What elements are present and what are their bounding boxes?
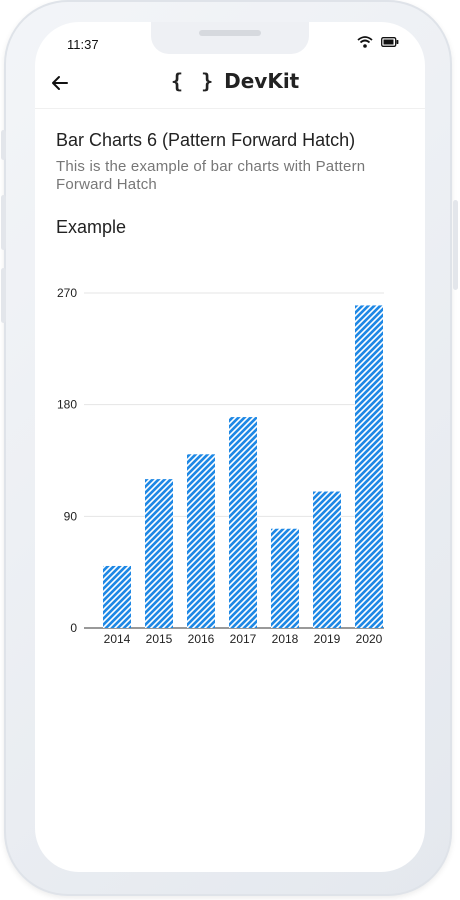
bar-2016 — [187, 454, 215, 628]
notch — [151, 22, 309, 54]
y-tick-label: 270 — [57, 286, 77, 300]
y-tick-label: 90 — [64, 509, 78, 523]
bar-2019 — [313, 491, 341, 628]
x-tick-label: 2019 — [314, 632, 341, 646]
x-tick-label: 2020 — [356, 632, 383, 646]
page-title: Bar Charts 6 (Pattern Forward Hatch) — [56, 130, 356, 150]
arrow-left-icon[interactable] — [49, 72, 71, 94]
side-button — [1, 268, 6, 323]
section-heading: Example — [56, 217, 127, 237]
status-time: 11:37 — [67, 37, 99, 52]
bar-2014 — [103, 565, 131, 628]
bar-2018 — [271, 528, 299, 628]
y-tick-label: 0 — [70, 621, 77, 635]
side-button — [453, 200, 458, 290]
screen: 11:37 { } DevKit Bar Charts 6 (Pattern F… — [35, 22, 425, 872]
y-tick-label: 180 — [57, 398, 77, 412]
side-button — [1, 195, 6, 250]
brand-braces: { } — [171, 69, 217, 93]
bar-chart: 0 90 180 270 2014 2015 2016 2017 2018 2019 2020 — [57, 286, 384, 646]
x-tick-label: 2018 — [272, 632, 299, 646]
bar-2015 — [145, 479, 173, 628]
x-tick-label: 2017 — [230, 632, 257, 646]
brand-logo: { } DevKit — [171, 69, 299, 93]
app-bar: { } DevKit — [35, 69, 425, 109]
status-icons — [357, 36, 399, 48]
x-tick-label: 2014 — [104, 632, 131, 646]
page-description: This is the example of bar charts with P… — [56, 158, 366, 193]
bar-2020 — [355, 305, 383, 628]
x-tick-label: 2015 — [146, 632, 173, 646]
x-tick-label: 2016 — [188, 632, 215, 646]
bar-2017 — [229, 417, 257, 628]
wifi-icon — [357, 36, 373, 48]
speaker — [199, 30, 261, 36]
battery-icon — [381, 37, 399, 47]
side-button — [1, 130, 6, 160]
brand-name: DevKit — [224, 69, 300, 93]
